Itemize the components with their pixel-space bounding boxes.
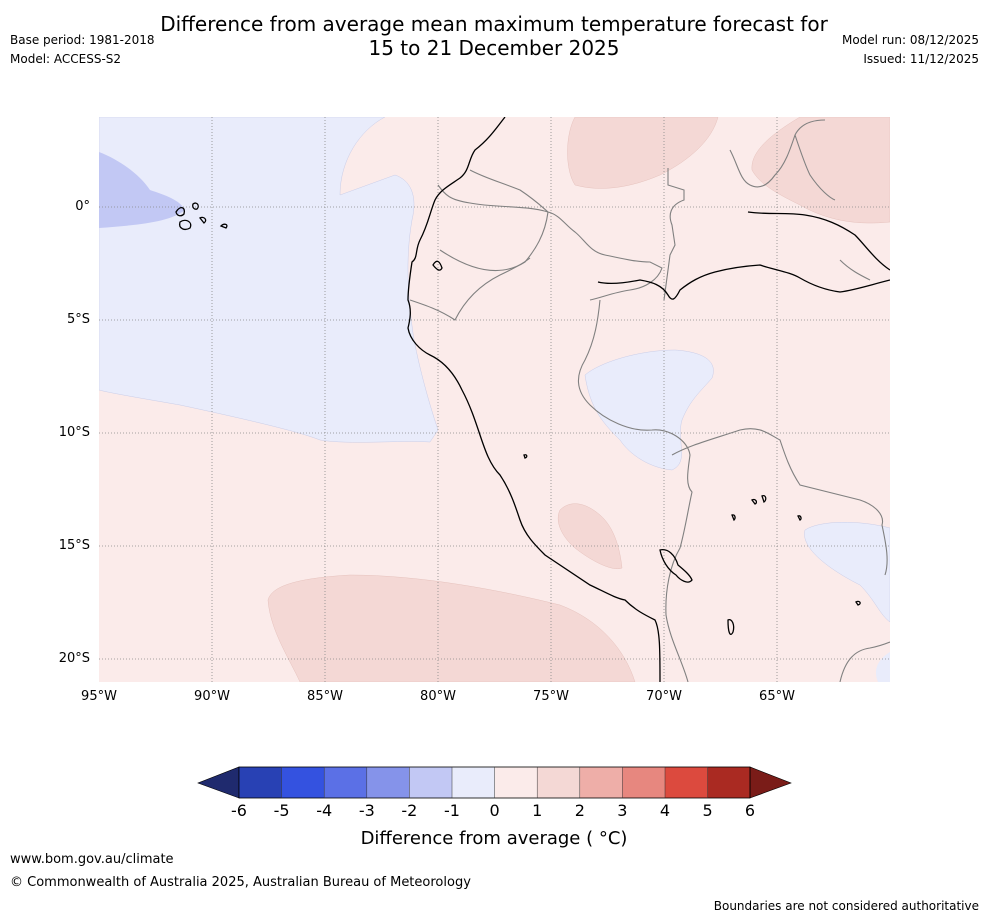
colorbar-bin-minus3 [366,767,410,798]
lon-label-85w: 85°W [307,689,343,704]
footer-url[interactable]: www.bom.gov.au/climate [10,852,174,867]
lat-label-0: 0° [75,199,90,214]
colorbar-tick-minus4: -4 [316,801,333,820]
lon-label-95w: 95°W [81,689,117,704]
lat-label-20s: 20°S [58,651,90,666]
colorbar-label: Difference from average ( °C) [360,828,628,849]
colorbar-tick-minus1: -1 [444,801,460,820]
colorbar-bin-3 [622,767,665,798]
lon-label-80w: 80°W [420,689,456,704]
colorbar-high-extension [749,766,792,799]
anomaly-1-to-2-northeast [751,117,890,224]
lon-label-75w: 75°W [533,689,569,704]
lat-label-15s: 15°S [58,538,90,553]
colorbar-tick-3: 3 [617,801,628,820]
colorbar-bin-minus2 [409,767,452,798]
anomaly-1-to-2-peru [557,503,623,570]
anomaly-1-to-2-north [567,117,719,189]
title-line-2: 15 to 21 December 2025 [368,36,620,60]
colorbar-bin-4 [665,767,708,798]
coastlines [175,117,890,682]
lat-label-10s: 10°S [58,425,90,440]
title-line-1: Difference from average mean maximum tem… [160,12,828,36]
anomaly-minus1-to-0-east [804,522,890,623]
colorbar-bin-minus1 [452,767,495,798]
colorbar-tick-4: 4 [659,801,671,820]
lon-label-90w: 90°W [194,689,230,704]
colorbar-tick-minus2: -2 [401,801,418,820]
anomaly-1-to-2-south [267,574,636,682]
colorbar-bin-minus6 [239,767,282,798]
lon-label-65w: 65°W [759,689,795,704]
issued-date: Issued: 11/12/2025 [863,52,979,66]
graticule [99,117,890,682]
colorbar-bin-1 [537,767,580,798]
colorbar-tick-minus6: -6 [231,801,247,820]
colorbar-bin-5 [707,767,750,798]
anomaly-minus1-to-0-southeast [875,652,890,682]
lat-label-5s: 5°S [66,312,90,327]
colorbar-tick-1: 1 [532,801,543,820]
colorbar-bin-minus5 [281,767,325,798]
colorbar-bin-minus4 [324,767,367,798]
footer-copyright: © Commonwealth of Australia 2025, Austra… [10,875,471,890]
anomaly-minus1-to-0-region [99,117,439,443]
model-name: Model: ACCESS-S2 [10,52,122,66]
colorbar [197,766,792,799]
base-period: Base period: 1981-2018 [10,33,155,47]
colorbar-tick-6: 6 [744,801,756,820]
colorbar-tick-5: 5 [702,801,713,820]
anomaly-minus2-to-minus1-region [99,152,185,228]
colorbar-tick-minus5: -5 [273,801,290,820]
colorbar-low-extension [197,766,240,799]
country-borders [409,119,890,682]
model-run: Model run: 08/12/2025 [841,33,979,47]
colorbar-bin-2 [579,767,623,798]
footer-disclaimer: Boundaries are not considered authoritat… [713,899,979,913]
colorbar-tick-0: 0 [489,801,500,820]
lon-label-70w: 70°W [646,689,682,704]
anomaly-minus1-to-0-central [584,349,714,471]
colorbar-tick-2: 2 [574,801,585,820]
colorbar-bin-0 [494,767,538,798]
colorbar-tick-minus3: -3 [358,801,375,820]
chart-title: Difference from average mean maximum tem… [0,12,988,60]
